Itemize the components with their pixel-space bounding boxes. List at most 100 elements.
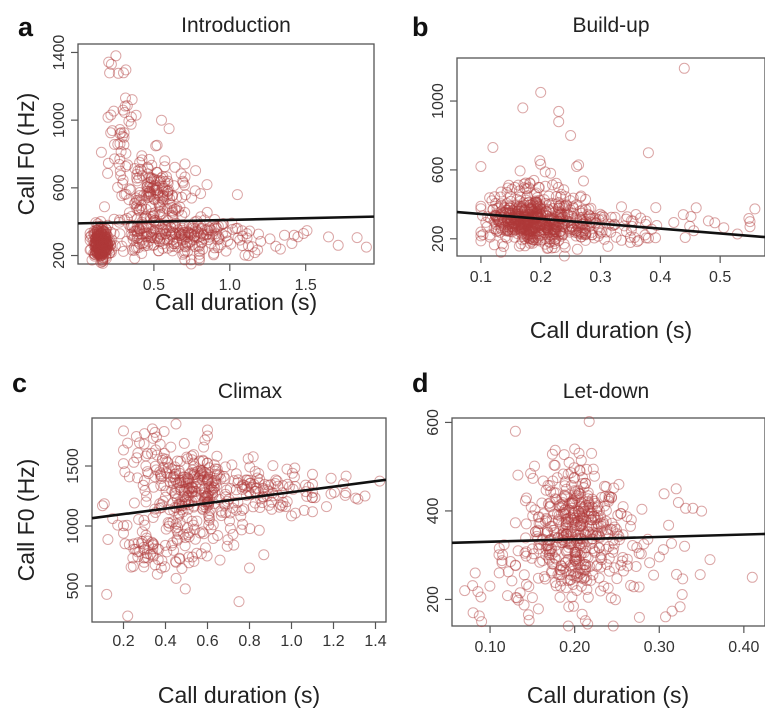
data-point bbox=[518, 103, 528, 113]
data-point bbox=[324, 232, 334, 242]
data-point bbox=[100, 202, 110, 212]
data-point bbox=[538, 556, 548, 566]
data-point bbox=[680, 541, 690, 551]
data-point bbox=[675, 602, 685, 612]
data-point bbox=[719, 223, 729, 233]
data-point bbox=[645, 558, 655, 568]
data-point bbox=[583, 619, 593, 629]
data-point bbox=[245, 563, 255, 573]
x-tick-label: 0.30 bbox=[644, 639, 675, 656]
data-point bbox=[527, 593, 537, 603]
x-axis-label-b: Call duration (s) bbox=[530, 317, 692, 343]
data-point bbox=[106, 128, 116, 138]
data-point bbox=[179, 438, 189, 448]
data-point bbox=[540, 181, 550, 191]
data-point bbox=[488, 143, 498, 153]
data-point bbox=[626, 521, 636, 531]
y-tick-label: 200 bbox=[51, 242, 68, 269]
data-point bbox=[705, 555, 715, 565]
data-point bbox=[123, 611, 133, 621]
panel-letter-b: b bbox=[412, 12, 429, 42]
data-point bbox=[580, 616, 590, 626]
data-point bbox=[470, 568, 480, 578]
data-point bbox=[326, 473, 336, 483]
data-point bbox=[540, 167, 550, 177]
x-tick-label: 0.3 bbox=[589, 269, 611, 286]
data-point bbox=[606, 593, 616, 603]
data-point bbox=[618, 502, 628, 512]
data-point bbox=[637, 504, 647, 514]
data-point bbox=[268, 461, 278, 471]
data-point bbox=[521, 580, 531, 590]
data-point bbox=[510, 426, 520, 436]
data-point bbox=[166, 442, 176, 452]
y-tick-label: 1000 bbox=[430, 83, 447, 119]
data-point bbox=[612, 574, 622, 584]
data-point bbox=[507, 576, 517, 586]
data-point bbox=[673, 498, 683, 508]
data-point bbox=[566, 131, 576, 141]
data-point bbox=[671, 484, 681, 494]
data-point bbox=[225, 523, 235, 533]
data-point bbox=[572, 244, 582, 254]
data-point bbox=[485, 581, 495, 591]
panel-let-down: d Let-down 200400600 0.10 0.20 0.30 0.40 Ca… bbox=[412, 368, 765, 708]
panel-title-climax: Climax bbox=[218, 380, 283, 403]
panel-build-up: b Build-up 2006001000 0.1 0.2 0.3 0.4 0.5 Ca… bbox=[412, 12, 765, 343]
data-point bbox=[164, 124, 174, 134]
data-point bbox=[215, 555, 225, 565]
data-point bbox=[476, 201, 486, 211]
data-point bbox=[579, 176, 589, 186]
y-ticks-c: 50010001500 bbox=[65, 448, 92, 599]
x-tick-label: 0.5 bbox=[709, 269, 731, 286]
data-point bbox=[161, 524, 171, 534]
data-point bbox=[634, 612, 644, 622]
data-point bbox=[199, 442, 209, 452]
data-point bbox=[250, 248, 260, 258]
data-point bbox=[570, 444, 580, 454]
x-tick-label: 1.4 bbox=[364, 633, 386, 650]
data-points-b bbox=[476, 63, 760, 261]
x-ticks-b: 0.1 0.2 0.3 0.4 0.5 bbox=[470, 256, 732, 286]
x-tick-label: 0.4 bbox=[649, 269, 671, 286]
data-point bbox=[202, 180, 212, 190]
data-point bbox=[476, 162, 486, 172]
data-point bbox=[234, 597, 244, 607]
data-point bbox=[115, 229, 125, 239]
x-tick-label: 0.6 bbox=[196, 633, 218, 650]
data-point bbox=[530, 461, 540, 471]
data-point bbox=[533, 573, 543, 583]
data-point bbox=[533, 604, 543, 614]
data-point bbox=[103, 168, 113, 178]
data-point bbox=[703, 216, 713, 226]
data-point bbox=[554, 106, 564, 116]
data-point bbox=[259, 550, 269, 560]
data-point bbox=[322, 502, 332, 512]
x-tick-label: 0.10 bbox=[474, 639, 505, 656]
data-point bbox=[697, 506, 707, 516]
x-tick-label: 0.40 bbox=[728, 639, 759, 656]
data-points-c bbox=[98, 419, 385, 621]
data-point bbox=[680, 233, 690, 243]
data-point bbox=[669, 218, 679, 228]
data-point bbox=[170, 162, 180, 172]
data-point bbox=[658, 545, 668, 555]
x-tick-label: 1.0 bbox=[280, 633, 302, 650]
data-point bbox=[157, 115, 167, 125]
data-point bbox=[555, 592, 565, 602]
data-point bbox=[308, 469, 318, 479]
data-point bbox=[679, 63, 689, 73]
x-axis-label-c: Call duration (s) bbox=[158, 682, 320, 708]
data-point bbox=[677, 590, 687, 600]
data-point bbox=[265, 234, 275, 244]
data-point bbox=[476, 204, 486, 214]
data-point bbox=[477, 617, 487, 627]
data-point bbox=[643, 148, 653, 158]
data-point bbox=[98, 501, 108, 511]
data-point bbox=[103, 112, 113, 122]
data-point bbox=[171, 419, 181, 429]
data-point bbox=[96, 147, 106, 157]
data-point bbox=[535, 156, 545, 166]
data-point bbox=[654, 552, 664, 562]
